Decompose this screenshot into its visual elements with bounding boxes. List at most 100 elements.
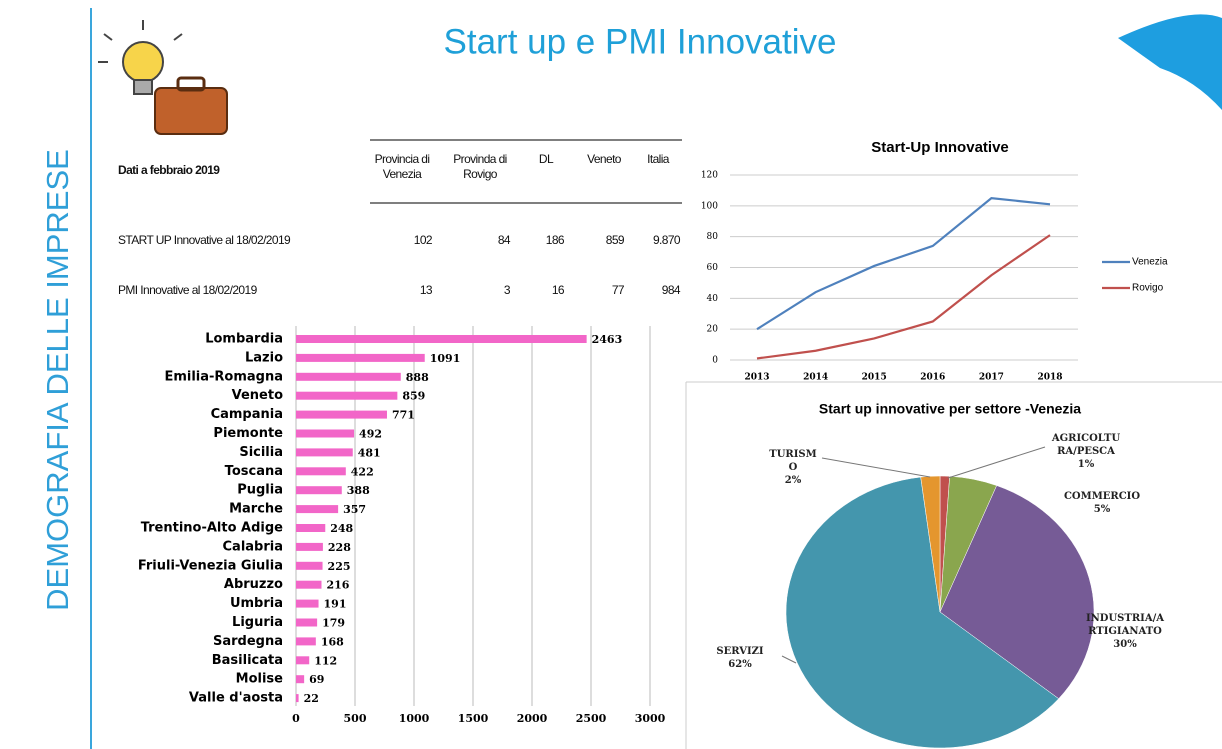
x-tick-label: 2014 [803, 373, 828, 383]
category-label: Valle d'aosta [189, 691, 283, 706]
side-title: DEMOGRAFIA DELLE IMPRESE [40, 149, 75, 611]
y-tick-label: 80 [707, 232, 719, 242]
bar [296, 505, 338, 513]
category-label: Sardegna [213, 634, 283, 649]
category-label: Puglia [237, 483, 283, 498]
series-line [757, 198, 1050, 329]
x-tick-label: 2000 [517, 712, 548, 725]
y-tick-label: 120 [701, 171, 718, 181]
table-cell: 13 [372, 283, 432, 298]
value-label: 481 [358, 446, 381, 459]
table-header: Provinda di Rovigo [450, 152, 510, 182]
slice-value: 1% [1048, 458, 1124, 471]
table-cell: 77 [584, 283, 624, 298]
x-tick-label: 2015 [862, 373, 887, 383]
bar [296, 581, 321, 589]
chart-title: Start up innovative per settore -Venezia [819, 401, 1081, 417]
table-cell: START UP Innovative al 18/02/2019 [118, 233, 368, 248]
value-label: 357 [343, 503, 366, 516]
category-label: Calabria [223, 539, 284, 554]
slice-name: INDUSTRIA/ARTIGIANATO [1085, 612, 1165, 638]
bar [296, 656, 309, 664]
category-label: Lazio [245, 350, 283, 365]
leader-line [782, 656, 796, 663]
value-label: 228 [328, 541, 351, 554]
value-label: 771 [392, 409, 415, 422]
value-label: 216 [326, 579, 349, 592]
x-tick-label: 0 [292, 712, 300, 725]
bar [296, 600, 319, 608]
bar [296, 486, 342, 494]
table-cell: 984 [636, 283, 680, 298]
bar [296, 694, 299, 702]
bar [296, 354, 425, 362]
value-label: 69 [309, 673, 324, 686]
corner-decoration [1118, 14, 1222, 110]
category-label: Molise [236, 672, 284, 687]
table-cell: 102 [372, 233, 432, 248]
bar [296, 543, 323, 551]
category-label: Abruzzo [224, 577, 283, 592]
slide: DEMOGRAFIA DELLE IMPRESE Start up e PMI … [0, 0, 1222, 749]
table-cell: 3 [450, 283, 510, 298]
category-label: Umbria [230, 596, 283, 611]
icon [98, 20, 227, 134]
x-tick-label: 2018 [1037, 373, 1062, 383]
slice-value: 62% [712, 658, 768, 671]
bar [296, 448, 353, 456]
x-tick-label: 500 [344, 712, 367, 725]
category-label: Friuli-Venezia Giulia [138, 558, 283, 573]
x-tick-label: 1000 [399, 712, 430, 725]
value-label: 248 [330, 522, 353, 535]
category-label: Campania [211, 407, 283, 422]
value-label: 859 [402, 390, 425, 403]
category-label: Emilia-Romagna [164, 369, 283, 384]
table-caption: Dati a febbraio 2019 [118, 163, 368, 178]
value-label: 422 [351, 465, 374, 478]
table-cell: 84 [450, 233, 510, 248]
value-label: 492 [359, 428, 382, 441]
value-label: 2463 [592, 333, 623, 346]
bar [296, 411, 387, 419]
bar [296, 335, 587, 343]
slice-name: COMMERCIO [1062, 490, 1142, 503]
slice-name: AGRICOLTURA/PESCA [1048, 432, 1124, 458]
bar [296, 562, 323, 570]
category-label: Basilicata [212, 653, 283, 668]
x-tick-label: 3000 [635, 712, 666, 725]
x-tick-label: 1500 [458, 712, 489, 725]
legend-label: Rovigo [1132, 283, 1164, 294]
y-tick-label: 40 [707, 294, 719, 304]
category-label: Marche [229, 502, 283, 517]
bar [296, 392, 397, 400]
slice-value: 2% [765, 474, 821, 487]
y-tick-label: 100 [701, 201, 718, 211]
category-label: Veneto [232, 388, 283, 403]
bar [296, 675, 304, 683]
value-label: 22 [304, 692, 319, 705]
bar [296, 373, 401, 381]
bar [296, 430, 354, 438]
value-label: 888 [406, 371, 429, 384]
x-tick-label: 2500 [576, 712, 607, 725]
table-header: DL [528, 152, 564, 167]
table-cell: 9.870 [636, 233, 680, 248]
category-label: Piemonte [213, 426, 283, 441]
bar [296, 524, 325, 532]
bar [296, 637, 316, 645]
table-header: Italia [636, 152, 680, 167]
value-label: 112 [314, 654, 337, 667]
category-label: Sicilia [239, 445, 283, 460]
category-label: Trentino-Alto Adige [141, 521, 283, 536]
table-cell: 16 [528, 283, 564, 298]
slice-value: 30% [1085, 638, 1165, 651]
slide-title: Start up e PMI Innovative [444, 22, 837, 61]
value-label: 168 [321, 635, 344, 648]
y-tick-label: 0 [712, 356, 718, 366]
table-header: Provincia di Venezia [372, 152, 432, 182]
slice-value: 5% [1062, 503, 1142, 516]
